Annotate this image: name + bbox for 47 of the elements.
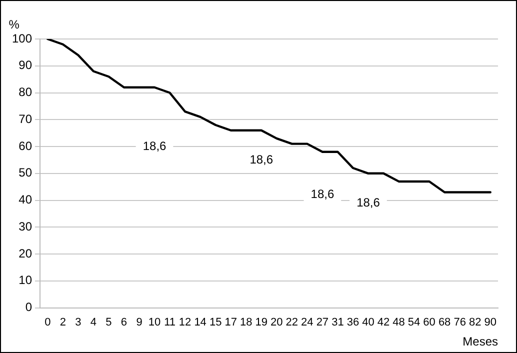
x-tick-label: 24 — [301, 316, 314, 328]
x-tick-label: 20 — [270, 316, 283, 328]
x-axis-title: Meses — [462, 334, 498, 348]
x-tick-label: 60 — [423, 316, 436, 328]
x-tick-label: 6 — [120, 316, 128, 328]
x-tick-label: 22 — [286, 316, 298, 328]
y-tick-label: 90 — [18, 58, 32, 72]
x-tick-label: 40 — [362, 316, 374, 328]
y-tick-label: 70 — [18, 112, 32, 126]
x-tick-label: 90 — [484, 316, 496, 328]
y-tick-label: 0 — [25, 300, 32, 314]
x-tick-label: 18 — [240, 316, 252, 328]
x-tick-label: 27 — [316, 316, 329, 328]
annotation: 18,6 — [310, 187, 334, 202]
x-tick-label: 54 — [408, 316, 420, 328]
x-tick-label: 11 — [164, 316, 176, 328]
x-tick-label: 48 — [392, 316, 405, 328]
x-tick-label: 76 — [454, 316, 466, 328]
x-tick-label: 10 — [148, 316, 161, 328]
x-tick-label: 0 — [44, 316, 51, 328]
x-tick-label: 4 — [90, 316, 97, 328]
x-tick-label: 14 — [194, 316, 206, 328]
x-tick-label: 12 — [178, 316, 192, 328]
x-tick-label: 3 — [75, 316, 82, 328]
x-tick-label: 68 — [438, 316, 451, 328]
y-tick-label: 100 — [12, 31, 32, 46]
x-tick-label: 42 — [377, 316, 390, 328]
y-tick-label: 10 — [18, 273, 32, 288]
x-tick-label: 5 — [106, 316, 112, 328]
y-tick-label: 20 — [18, 246, 32, 260]
y-tick-label: 50 — [18, 166, 32, 180]
y-tick-label: 30 — [18, 219, 32, 234]
annotation: 18,6 — [356, 195, 380, 210]
y-tick-label: 80 — [18, 85, 32, 100]
x-tick-label: 31 — [332, 316, 344, 328]
annotation: 18,6 — [250, 152, 274, 166]
x-tick-label: 2 — [60, 316, 66, 328]
annotation: 18,6 — [142, 138, 167, 153]
x-tick-label: 17 — [224, 316, 237, 328]
x-tick-label: 36 — [346, 316, 360, 328]
x-tick-label: 82 — [468, 316, 482, 328]
y-tick-label: 40 — [18, 192, 32, 207]
y-axis-title: % — [8, 17, 20, 32]
x-tick-label: 15 — [209, 316, 222, 328]
x-tick-label: 19 — [255, 316, 268, 328]
y-tick-label: 60 — [18, 138, 32, 153]
x-tick-label: 9 — [136, 316, 142, 328]
